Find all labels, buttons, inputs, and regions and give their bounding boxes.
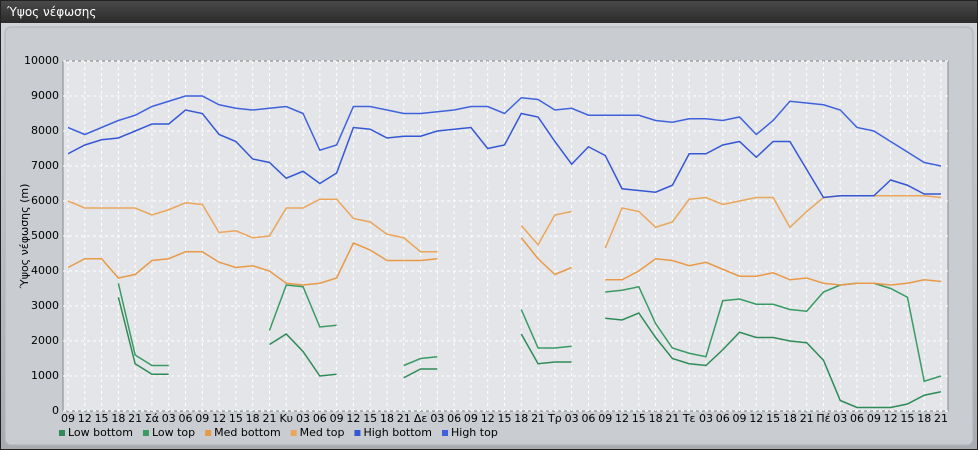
- x-tick-label: Τε: [682, 412, 696, 425]
- x-tick-label: 15: [363, 412, 377, 425]
- window-title: Ύψος νέφωσης: [1, 1, 977, 23]
- legend-label: Med top: [300, 426, 345, 439]
- x-tick-label: 21: [128, 412, 142, 425]
- y-tick-label: 9000: [31, 89, 59, 102]
- series-line: [67, 95, 942, 167]
- x-tick-label: 09: [598, 412, 612, 425]
- x-tick-label: 03: [699, 412, 713, 425]
- x-tick-label: Σά: [145, 412, 159, 425]
- chart: Ύψος νέφωσης (m) 0 1000 2000 3000 4000 5000 60…: [4, 26, 974, 446]
- x-tick-label: 21: [665, 412, 679, 425]
- legend-label: Low bottom: [68, 426, 133, 439]
- series-line: [67, 109, 941, 199]
- series-line: [117, 282, 942, 383]
- x-tick-label: 18: [380, 412, 394, 425]
- x-tick-label: 15: [900, 412, 914, 425]
- x-tick-label: 15: [498, 412, 512, 425]
- x-tick-label: 18: [649, 412, 663, 425]
- x-tick-label: 12: [212, 412, 226, 425]
- x-tick-label: 12: [749, 412, 763, 425]
- y-tick-label: 3000: [31, 299, 59, 312]
- x-tick-label: 18: [514, 412, 528, 425]
- legend-marker: [354, 430, 361, 436]
- x-tick-label: 06: [313, 412, 327, 425]
- x-tick-label: 21: [800, 412, 814, 425]
- x-tick-label: 12: [884, 412, 898, 425]
- x-tick-label: 09: [61, 412, 75, 425]
- legend-label: High bottom: [363, 426, 432, 439]
- y-tick-label: 0: [52, 404, 59, 417]
- x-tick-label: Κυ: [279, 412, 293, 425]
- legend-marker: [290, 430, 297, 436]
- x-tick-label: 18: [917, 412, 931, 425]
- legend-marker: [205, 430, 212, 436]
- x-tick-label: Τρ: [547, 412, 562, 425]
- legend-label: High top: [451, 426, 498, 439]
- x-tick-label: 18: [111, 412, 125, 425]
- x-tick-label: 06: [581, 412, 595, 425]
- x-tick-label: 03: [162, 412, 176, 425]
- x-tick-label: 09: [330, 412, 344, 425]
- y-tick-label: 8000: [31, 124, 59, 137]
- x-tick-label: 03: [296, 412, 310, 425]
- x-tick-label: 15: [632, 412, 646, 425]
- y-tick-label: 4000: [31, 264, 59, 277]
- x-tick-label: 03: [430, 412, 444, 425]
- legend-label: Low top: [152, 426, 195, 439]
- series-line: [117, 297, 942, 409]
- y-tick-label: 1000: [31, 369, 59, 382]
- x-tick-label: 15: [95, 412, 109, 425]
- y-tick-label: 2000: [31, 334, 59, 347]
- y-tick-label: 7000: [31, 159, 59, 172]
- x-tick-label: 15: [766, 412, 780, 425]
- y-tick-label: 10000: [24, 54, 59, 67]
- x-tick-label: 12: [346, 412, 360, 425]
- x-tick-label: 15: [229, 412, 243, 425]
- legend-marker: [142, 430, 149, 436]
- x-tick-label: Πέ: [816, 412, 830, 425]
- series-line: [67, 237, 942, 286]
- y-axis-label: Ύψος νέφωσης (m): [18, 184, 31, 290]
- x-tick-label: 12: [78, 412, 92, 425]
- x-tick-label: 12: [615, 412, 629, 425]
- x-tick-label: 21: [397, 412, 411, 425]
- x-tick-label: 21: [934, 412, 948, 425]
- x-tick-label: 06: [850, 412, 864, 425]
- x-tick-label: 21: [531, 412, 545, 425]
- x-tick-label: 06: [179, 412, 193, 425]
- x-tick-label: 09: [195, 412, 209, 425]
- legend-marker: [59, 430, 65, 436]
- plot-area: [62, 60, 949, 412]
- x-tick-label: 18: [246, 412, 260, 425]
- x-tick-label: 12: [481, 412, 495, 425]
- legend-label: Med bottom: [214, 426, 281, 439]
- x-tick-label: 06: [716, 412, 730, 425]
- y-tick-label: 5000: [31, 229, 59, 242]
- series-line: [67, 195, 942, 253]
- y-tick-label: 6000: [31, 194, 59, 207]
- x-tick-label: 09: [733, 412, 747, 425]
- x-tick-label: 03: [833, 412, 847, 425]
- x-tick-label: 09: [867, 412, 881, 425]
- x-tick-label: 06: [447, 412, 461, 425]
- x-tick-label: 09: [464, 412, 478, 425]
- x-tick-label: 18: [783, 412, 797, 425]
- legend-marker: [442, 430, 448, 436]
- x-tick-label: 21: [262, 412, 276, 425]
- x-tick-label: Δε: [414, 412, 428, 425]
- x-tick-label: 03: [565, 412, 579, 425]
